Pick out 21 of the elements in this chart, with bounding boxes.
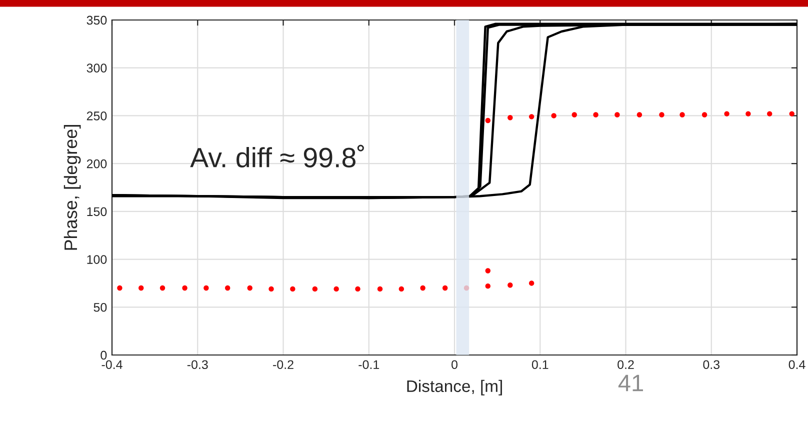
x-tick-label: 0 xyxy=(452,360,458,370)
x-tick-label: -0.1 xyxy=(358,360,380,370)
text: 41 xyxy=(618,374,643,392)
x-tick-label: 0.4 xyxy=(788,360,806,370)
x-tick-label: 0.2 xyxy=(618,360,634,370)
y-tick-label: 100 xyxy=(87,255,107,264)
x-axis-title: Distance, [m] xyxy=(407,380,502,396)
y-tick-label: 0 xyxy=(100,350,107,360)
x-tick-label: -0.3 xyxy=(187,360,208,370)
y-tick-label: 50 xyxy=(94,302,107,312)
y-axis-title: Phase, [degree] xyxy=(64,125,81,250)
y-tick-label: 200 xyxy=(86,159,107,168)
x-tick-label: 0.3 xyxy=(703,360,720,370)
x-tick-label: 0.1 xyxy=(532,360,548,370)
y-tick-label: 250 xyxy=(86,112,107,120)
annotation: Av. diff ≈ 99.8˚ xyxy=(190,144,364,168)
y-tick-label: 150 xyxy=(87,207,107,216)
x-tick-label: -0.4 xyxy=(102,360,122,370)
y-tick-label: 350 xyxy=(86,16,107,25)
x-tick-label: -0.2 xyxy=(273,360,294,370)
y-tick-label: 300 xyxy=(86,64,107,73)
